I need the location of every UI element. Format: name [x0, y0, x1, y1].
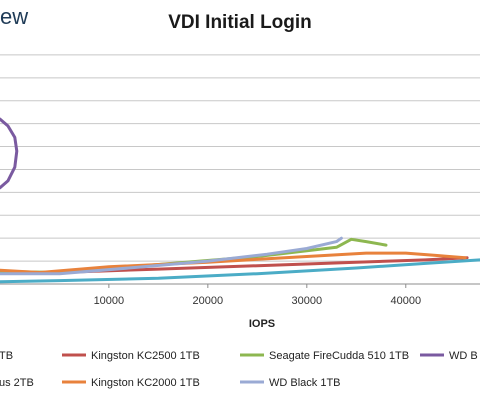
legend-label-3: WD B [449, 350, 478, 362]
legend-label-4: us 2TB [0, 377, 34, 389]
series-lines [0, 117, 480, 284]
x-axis-title: IOPS [249, 318, 275, 330]
x-tick-label-0: 10000 [94, 295, 125, 307]
legend: TB Kingston KC2500 1TB Seagate FireCudda 5… [0, 350, 478, 389]
x-tick-label-3: 40000 [390, 295, 421, 307]
x-tick-label-1: 20000 [193, 295, 224, 307]
legend-label-0: TB [0, 350, 13, 362]
gridlines [0, 54, 480, 262]
legend-label-2: Seagate FireCudda 510 1TB [269, 350, 409, 362]
axes [0, 283, 480, 288]
legend-label-1: Kingston KC2500 1TB [91, 350, 200, 362]
legend-label-6: WD Black 1TB [269, 377, 341, 389]
series-line-6 [0, 236, 343, 276]
logo-text: ew [0, 4, 29, 29]
x-tick-labels: 10000 20000 30000 40000 [94, 295, 422, 307]
x-tick-label-2: 30000 [292, 295, 323, 307]
series-line-5 [0, 251, 467, 274]
legend-label-5: Kingston KC2000 1TB [91, 377, 200, 389]
series-line-4 [0, 258, 480, 284]
series-line-3 [0, 117, 19, 190]
chart-title: VDI Initial Login [168, 12, 312, 33]
